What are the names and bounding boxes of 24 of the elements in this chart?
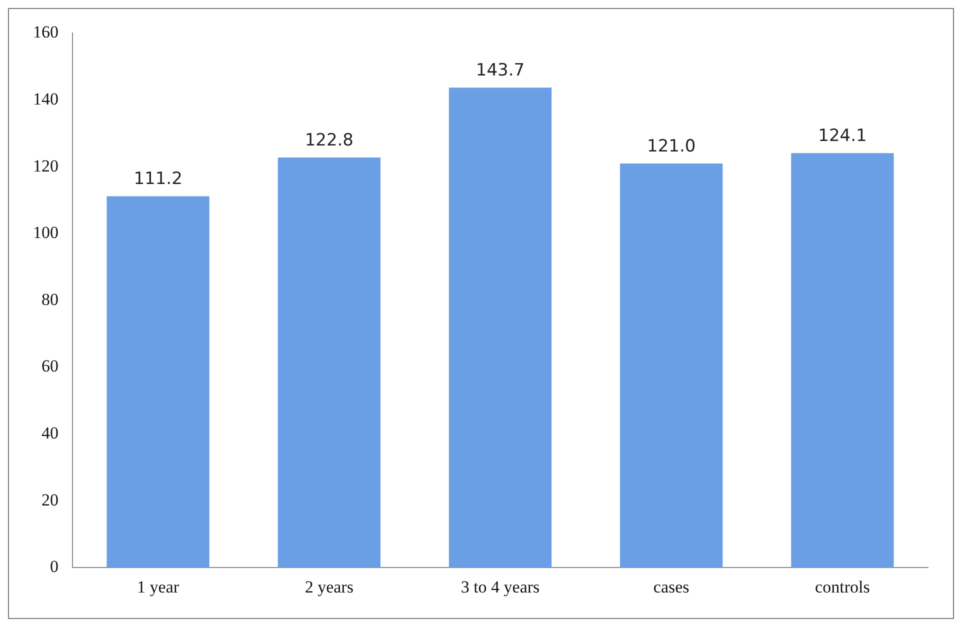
- y-tick-label: 40: [42, 423, 58, 442]
- bar: [448, 88, 552, 568]
- y-tick-label: 160: [33, 22, 58, 42]
- y-tick-label: 60: [42, 356, 58, 376]
- y-tick-label: 80: [42, 290, 58, 309]
- data-label: 121.0: [647, 136, 696, 156]
- bar: [620, 163, 723, 568]
- data-label: 143.7: [476, 60, 525, 81]
- bar: [106, 196, 210, 568]
- y-tick-label: 120: [33, 156, 58, 176]
- x-tick-label: controls: [815, 577, 870, 596]
- x-tick-label: 1 year: [137, 577, 180, 596]
- data-label: 124.1: [818, 126, 867, 146]
- y-tick-label: 140: [33, 89, 58, 108]
- data-label: 122.8: [304, 130, 354, 150]
- data-label: 111.2: [134, 169, 182, 190]
- y-tick-label: 100: [33, 223, 58, 242]
- bar: [278, 157, 380, 568]
- bar: [791, 153, 894, 568]
- y-tick-label: 20: [42, 490, 58, 510]
- x-tick-label: 2 years: [304, 577, 354, 596]
- x-tick-label: 3 to 4 years: [460, 577, 540, 596]
- x-tick-label: cases: [653, 577, 690, 596]
- y-tick-label: 0: [50, 557, 58, 576]
